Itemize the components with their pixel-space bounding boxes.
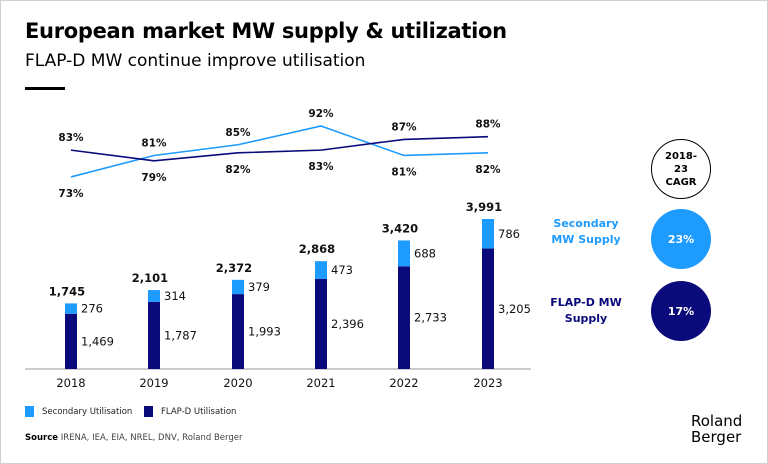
bar-secondary [232, 279, 244, 295]
point-label-secondary: 73% [58, 188, 84, 200]
title-rule [25, 87, 65, 90]
legend-swatch-flapd [144, 406, 153, 417]
data-label-flapd: 2,733 [414, 311, 447, 325]
data-label-flapd: 3,205 [498, 302, 531, 316]
roland-berger-logo: Roland Berger [691, 413, 742, 445]
legend-flapd: FLAP-D Utilisation [144, 406, 236, 417]
point-label-flapd: 88% [475, 119, 501, 131]
point-label-flapd: 83% [58, 132, 84, 144]
point-label-flapd: 87% [391, 121, 417, 133]
data-label-flapd: 1,469 [81, 334, 114, 348]
bar-flapd [232, 294, 244, 369]
bar-flapd [148, 301, 160, 369]
chart: 1,469 276 1,745 2018 1,787 314 2,101 2019 1,993 3… [25, 108, 531, 390]
cagr-header: 2018-23 CAGR [665, 150, 697, 188]
bar-secondary [148, 290, 160, 302]
x-tick-label: 2018 [56, 376, 85, 390]
data-label-total: 2,372 [216, 261, 252, 275]
page-subtitle: FLAP-D MW continue improve utilisation [25, 51, 366, 71]
point-label-flapd: 79% [141, 172, 167, 184]
source-label: Source [25, 433, 59, 443]
point-label-secondary: 85% [225, 127, 251, 139]
data-label-total: 3,420 [382, 221, 418, 235]
data-label-total: 2,868 [299, 242, 335, 256]
legend-swatch-secondary [25, 406, 34, 417]
point-label-secondary: 82% [475, 164, 501, 176]
point-label-secondary: 81% [141, 137, 167, 149]
secondary-cagr-value: 23% [667, 232, 695, 246]
source-note: Source IRENA, IEA, EIA, NREL, DNV, Rolan… [25, 433, 242, 443]
x-tick-label: 2023 [473, 376, 502, 390]
x-tick-label: 2021 [306, 376, 335, 390]
logo-line: Roland [691, 412, 743, 430]
data-label-secondary: 786 [498, 227, 520, 241]
data-label-secondary: 314 [164, 289, 186, 303]
secondary-supply-label: Secondary MW Supply [551, 217, 621, 246]
data-label-secondary: 276 [81, 302, 103, 316]
x-tick-label: 2019 [139, 376, 168, 390]
bar-flapd [482, 248, 494, 369]
cagr-header-circle: 2018-23 CAGR [651, 139, 711, 199]
bar-flapd [398, 266, 410, 369]
line-flapd-utilisation [70, 135, 489, 162]
data-label-secondary: 379 [248, 280, 270, 294]
secondary-cagr-circle: 23% [651, 209, 711, 269]
page-title: European market MW supply & utilization [25, 19, 507, 43]
point-label-secondary: 81% [391, 166, 417, 178]
point-label-secondary: 92% [308, 108, 334, 120]
flapd-cagr-value: 17% [667, 304, 695, 318]
legend-label: FLAP-D Utilisation [161, 406, 237, 417]
bar-secondary [398, 240, 410, 267]
data-label-flapd: 2,396 [331, 317, 364, 331]
point-label-flapd: 83% [308, 161, 334, 173]
x-tick-label: 2022 [389, 376, 418, 390]
data-label-total: 2,101 [132, 271, 168, 285]
data-label-total: 1,745 [49, 284, 85, 298]
legend-label: Secondary Utilisation [42, 406, 133, 417]
logo-line: Berger [691, 428, 742, 446]
data-label-flapd: 1,993 [248, 325, 281, 339]
flapd-cagr-circle: 17% [651, 281, 711, 341]
x-tick-label: 2020 [223, 376, 252, 390]
data-label-secondary: 688 [414, 246, 436, 260]
bar-flapd [65, 313, 77, 369]
flapd-supply-label: FLAP-D MW Supply [550, 296, 622, 325]
legend-secondary: Secondary Utilisation [25, 406, 132, 417]
bar-flapd [315, 278, 327, 369]
data-label-secondary: 473 [331, 263, 353, 277]
point-label-flapd: 82% [225, 164, 251, 176]
data-label-flapd: 1,787 [164, 328, 197, 342]
bar-secondary [315, 261, 327, 279]
bar-secondary [65, 303, 77, 314]
source-text: IRENA, IEA, EIA, NREL, DNV, Roland Berge… [58, 433, 243, 443]
bar-secondary [482, 219, 494, 249]
data-label-total: 3,991 [466, 200, 502, 214]
